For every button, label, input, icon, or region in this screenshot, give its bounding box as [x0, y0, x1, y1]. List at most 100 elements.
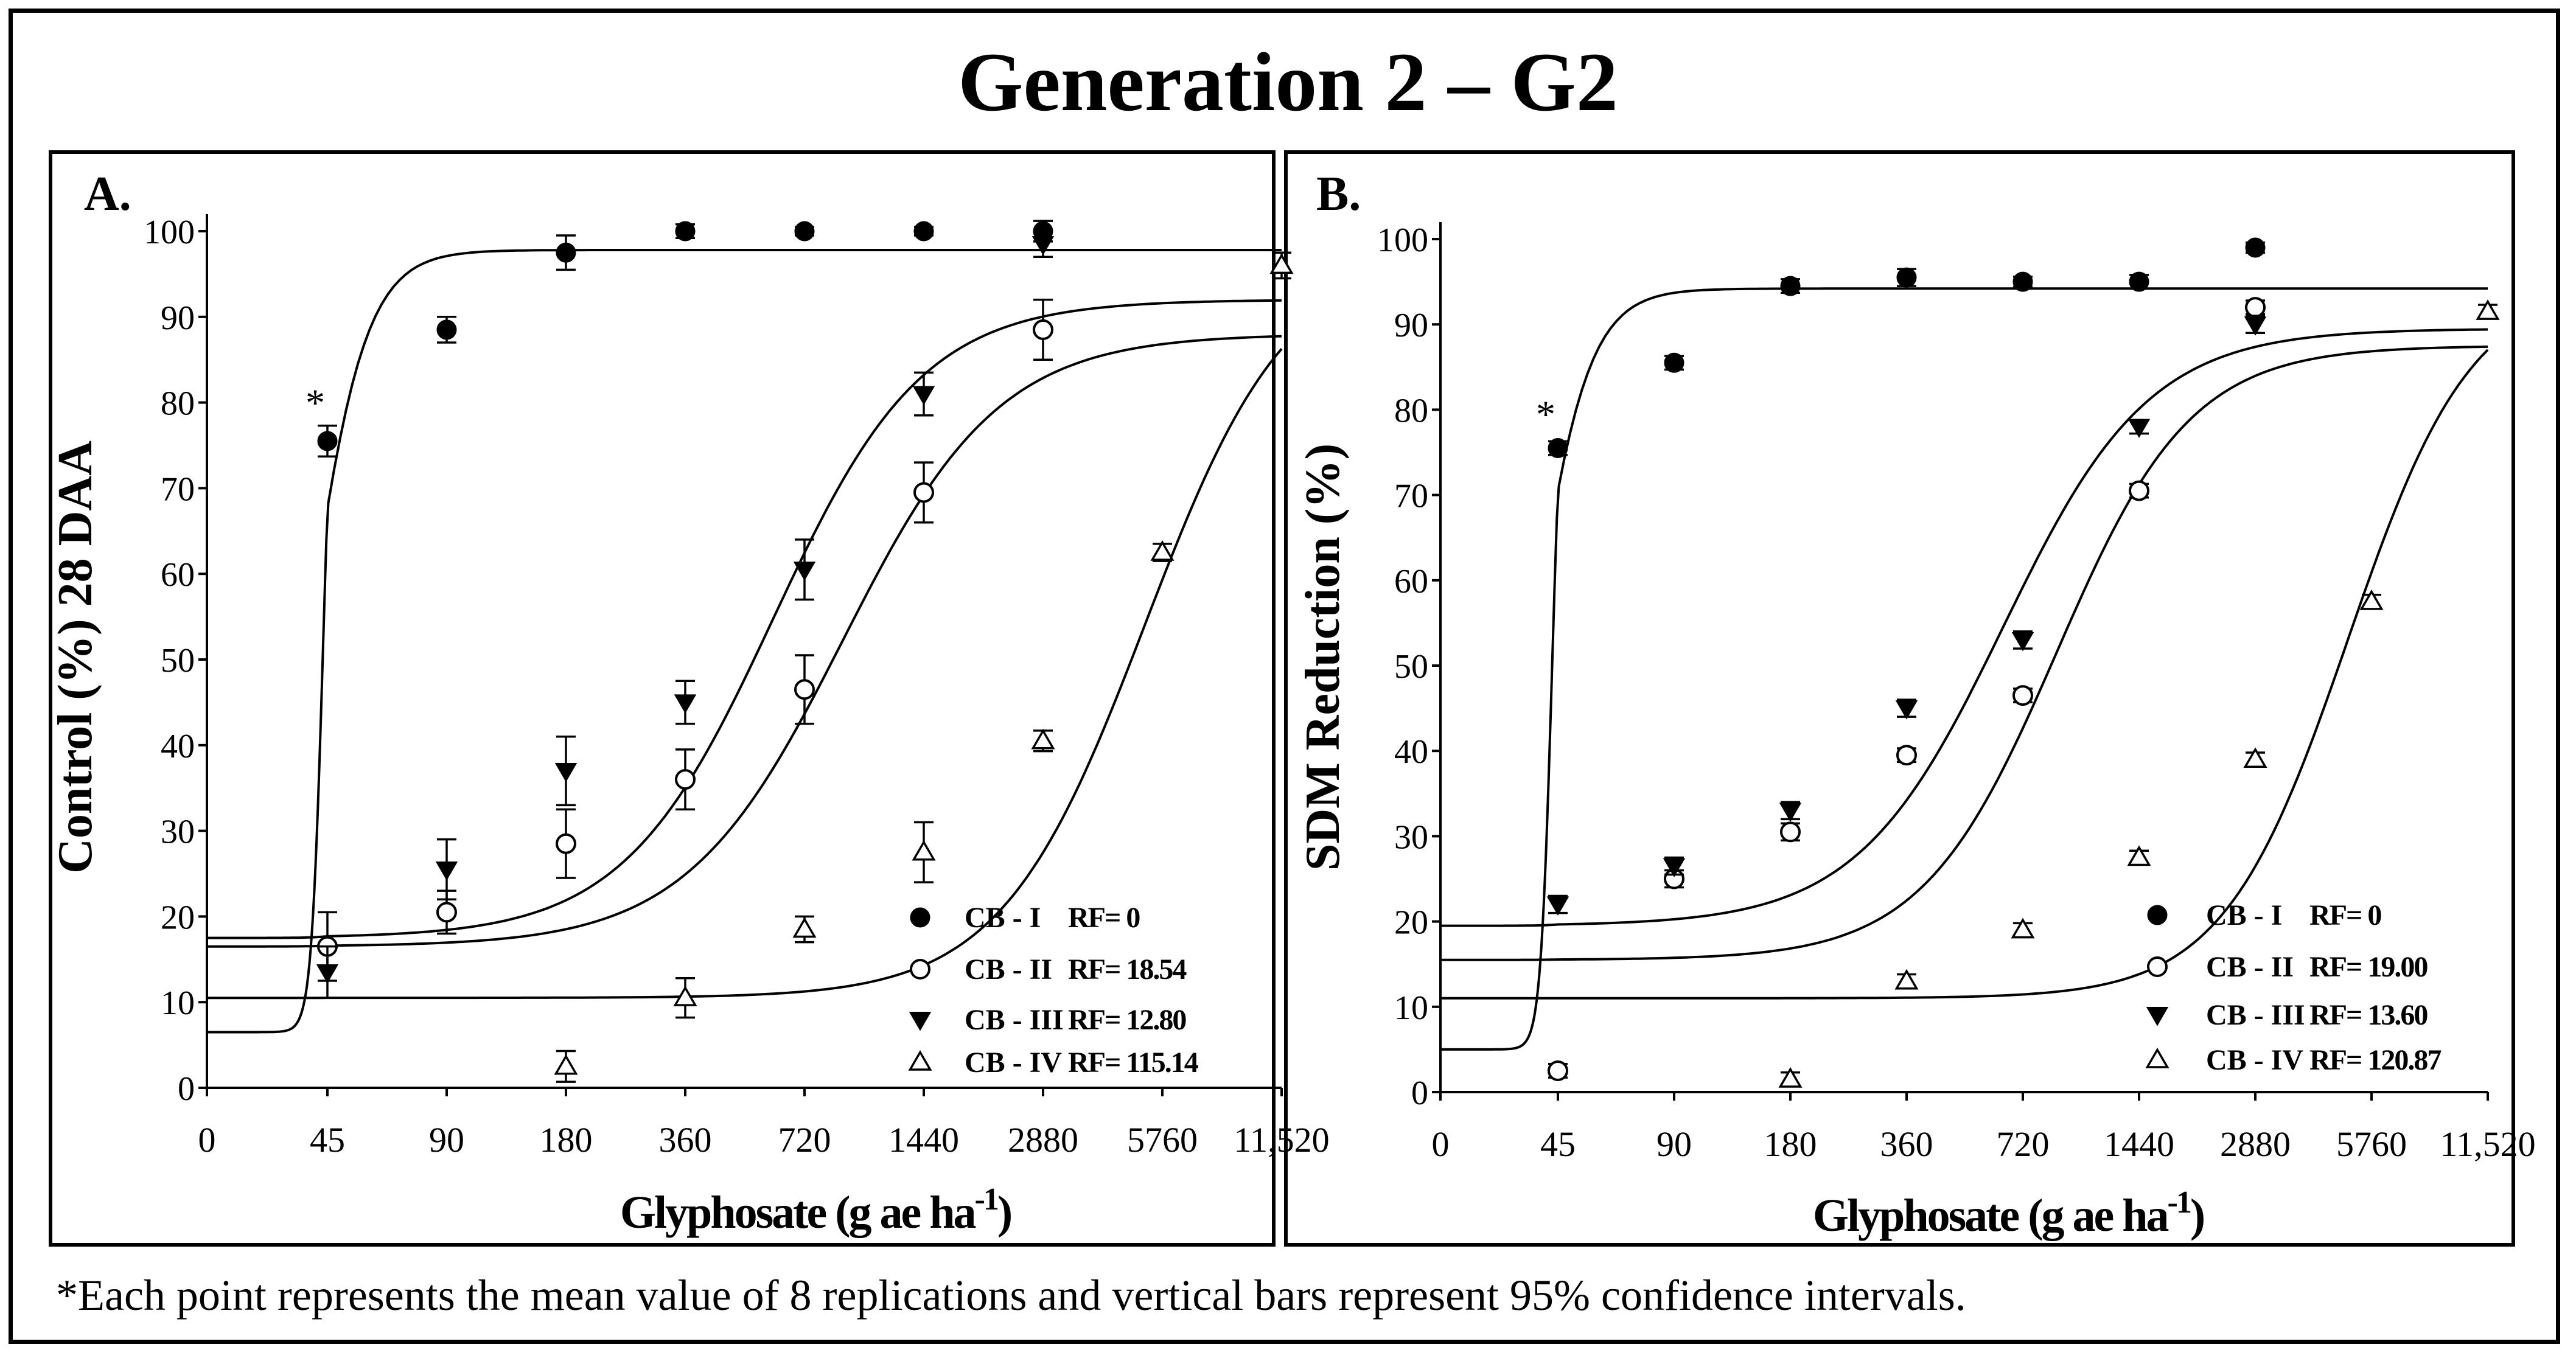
panel-a-fit-curve-1: [207, 249, 1282, 1034]
panel-a-legend-marker-2: [910, 959, 930, 980]
panel-a-legend-rf-3: RF= 12.80: [1068, 1004, 1186, 1036]
panel-b-data-point-series-3: [2011, 632, 2034, 652]
panel-a-data-point-series-3: [316, 964, 339, 984]
panel-b-legend-name-1: CB - I: [2206, 899, 2282, 931]
panel-a-y-tick-label: 10: [161, 984, 195, 1022]
panel-b-data-point-series-1: [1664, 352, 1684, 373]
figure-title: Generation 2 – G2: [958, 35, 1618, 128]
panel-a-y-tick-label: 50: [161, 642, 195, 680]
panel-a-data-point-series-3: [435, 861, 458, 881]
panel-b-data-point-series-1: [2012, 271, 2033, 292]
panel-b-data-point-series-1: [1780, 276, 1801, 296]
panel-a-x-axis-title-main: Glyphosate (g ae ha: [620, 1187, 976, 1238]
panel-a-x-tick-label: 1440: [888, 1120, 959, 1160]
panel-b-data-point-series-4: [1778, 1067, 1803, 1088]
panel-b-legend-marker-3: [2146, 1007, 2169, 1026]
panel-a-legend-name-4: CB - IV: [965, 1046, 1062, 1079]
panel-b-x-tick-label: 11,520: [2440, 1124, 2535, 1164]
panel-b-data-point-series-2: [1896, 745, 1917, 766]
panel-b-data-point-series-4: [1894, 969, 1919, 990]
panel-b-x-axis-title-main: Glyphosate (g ae ha: [1813, 1190, 2169, 1241]
panel-a-data-point-series-4: [1031, 728, 1055, 750]
panel-b-y-tick-label: 100: [1377, 221, 1428, 259]
panel-a-data-point-series-4: [1150, 540, 1175, 561]
panel-b-x-tick-label: 0: [1432, 1124, 1450, 1164]
panel-a-data-point-series-2: [436, 902, 457, 923]
panel-a-legend-name-1: CB - I: [965, 902, 1041, 934]
panel-b-x-tick-label: 2880: [2220, 1124, 2291, 1164]
panel-a-data-point-series-3: [1031, 236, 1055, 256]
panel-b-data-point-series-1: [2129, 271, 2149, 292]
panel-a-legend-name-2: CB - II: [965, 953, 1052, 986]
panel-a-y-tick-label: 20: [161, 899, 195, 936]
panel-b-y-tick-label: 10: [1394, 989, 1428, 1027]
panel-a-legend-marker-3: [909, 1012, 932, 1031]
panel-a-data-point-series-3: [554, 763, 578, 782]
panel-b-data-point-series-1: [1548, 437, 1568, 458]
panel-b-legend-name-4: CB - IV: [2206, 1044, 2303, 1076]
panel-b-x-tick-label: 45: [1540, 1124, 1576, 1164]
panel-a-y-tick-label: 100: [144, 214, 195, 251]
panel-b-legend-rf-4: RF= 120.87: [2309, 1044, 2441, 1076]
panel-b-y-axis-title: SDM Reduction (%): [1296, 444, 1350, 871]
panel-b-y-tick-label: 50: [1394, 648, 1428, 686]
panel-b-x-tick-label: 720: [1997, 1124, 2050, 1164]
panel-a-data-point-series-2: [913, 482, 934, 503]
panel-b-x-tick-label: 1440: [2104, 1124, 2174, 1164]
panel-b-data-point-series-3: [1546, 896, 1569, 916]
panel-a-legend-name-3: CB - III: [965, 1004, 1064, 1036]
panel-b-data-point-series-2: [2129, 480, 2149, 501]
panel-b-data-point-series-2: [1548, 1060, 1568, 1081]
panel-a-legend-rf-2: RF= 18.54: [1068, 953, 1187, 986]
panel-a-data-point-series-1: [675, 221, 696, 242]
panel-a-data-point-series-1: [317, 431, 338, 451]
panel-a-fit-curve-2: [207, 335, 1282, 948]
panel-b-y-tick-label: 80: [1394, 392, 1428, 430]
panel-a-data-point-series-3: [793, 562, 816, 581]
panel-b-x-axis-title: Glyphosate (g ae ha-1): [1813, 1185, 2204, 1241]
panel-b-data-point-series-4: [2243, 747, 2267, 768]
panel-b-x-axis-title-close: ): [2190, 1190, 2204, 1241]
panel-b-x-tick-label: 360: [1880, 1124, 1933, 1164]
panel-b-legend-marker-4: [2145, 1048, 2169, 1068]
panel-b-annotation: *: [1536, 392, 1555, 436]
panel-b-data-point-series-3: [1779, 802, 1802, 822]
panel-a-x-tick-label: 5760: [1127, 1120, 1198, 1160]
panel-a-y-tick-label: 30: [161, 813, 195, 851]
panel-b-data-point-series-3: [1895, 700, 1918, 720]
panel-a-data-point-series-1: [556, 242, 576, 263]
panel-a-y-tick-label: 0: [178, 1070, 195, 1108]
panel-b-x-axis-title-sup: -1: [2168, 1185, 2191, 1220]
figure-frame: [9, 9, 2560, 1344]
panel-b-legend-name-3: CB - III: [2206, 999, 2305, 1031]
panel-b-legend-rf-3: RF= 13.60: [2309, 999, 2428, 1031]
panel-a-y-tick-label: 60: [161, 556, 195, 594]
panel-b-legend-name-2: CB - II: [2206, 951, 2294, 983]
panel-a-y-tick-label: 90: [161, 299, 195, 337]
panel-b-legend-marker-1: [2147, 905, 2168, 925]
panel-a-x-tick-label: 11,520: [1234, 1120, 1329, 1160]
panel-a-y-tick-label: 40: [161, 728, 195, 765]
panel-a-x-tick-label: 360: [659, 1120, 712, 1160]
panel-a-x-tick-label: 180: [540, 1120, 593, 1160]
panel-a-data-point-series-3: [674, 694, 697, 714]
panel-b-data-point-series-2: [2245, 297, 2266, 318]
panel-a-data-point-series-3: [912, 386, 935, 406]
panel-a-label: A.: [84, 167, 131, 221]
panel-b-fit-curve-2: [1440, 345, 2488, 961]
panel-b-fit-curve-4: [1440, 349, 2489, 1000]
panel-a-data-point-series-2: [1033, 319, 1053, 340]
panel-a-data-point-series-4: [673, 986, 697, 1006]
panel-a-x-tick-label: 720: [778, 1120, 831, 1160]
footnote-marker: *: [56, 1271, 78, 1320]
panel-a-x-tick-label: 90: [429, 1120, 464, 1160]
panel-b-data-point-series-1: [2245, 237, 2266, 258]
panel-b-y-tick-label: 60: [1394, 563, 1428, 600]
panel-b-label: B.: [1316, 167, 1361, 221]
panel-b-y-tick-label: 30: [1394, 818, 1428, 856]
panel-b-y-tick-label: 90: [1394, 307, 1428, 344]
panel-b-y-tick-label: 70: [1394, 478, 1428, 515]
panel-a-legend-marker-1: [910, 907, 930, 928]
